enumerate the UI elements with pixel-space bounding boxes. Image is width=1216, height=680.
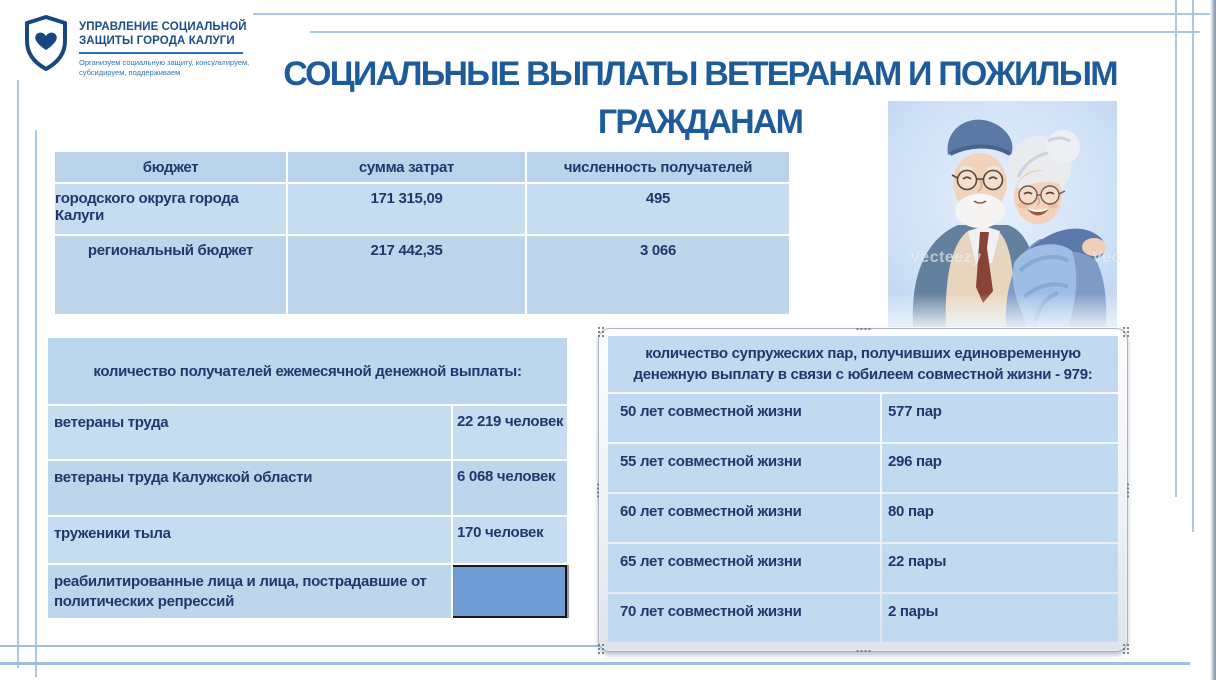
bottom-frame-line-1 <box>0 645 600 647</box>
org-name-line1: УПРАВЛЕНИЕ СОЦИАЛЬНОЙ <box>79 21 247 33</box>
slide-title: СОЦИАЛЬНЫЕ ВЫПЛАТЫ ВЕТЕРАНАМ И ПОЖИЛЫМ Г… <box>283 55 1118 141</box>
anniversary-row-value: 2 пары <box>882 594 1118 642</box>
selection-handle-bottom-right[interactable] <box>1122 643 1129 654</box>
left-frame-line-2 <box>35 130 37 677</box>
monthly-row-label: реабилитированные лица и лица, пострадав… <box>48 565 451 618</box>
slide-right-edge <box>1210 0 1216 680</box>
anniversary-row-value: 296 пар <box>882 444 1118 492</box>
watermark: Vecteezy <box>910 249 982 266</box>
anniversary-row-label: 65 лет совместной жизни <box>608 544 880 592</box>
selection-handle-bottom-left[interactable] <box>597 643 604 654</box>
shield-heart-icon <box>23 14 69 78</box>
anniversary-row-label: 70 лет совместной жизни <box>608 594 880 642</box>
monthly-payments-table[interactable]: количество получателей ежемесячной денеж… <box>48 338 567 618</box>
budget-table-cell: 217 442,35 <box>288 236 525 314</box>
monthly-row-label: ветераны труда <box>48 406 451 459</box>
monthly-row-value: 22 219 человек <box>453 406 567 459</box>
anniversary-row-value: 80 пар <box>882 494 1118 542</box>
anniversary-row-label: 50 лет совместной жизни <box>608 394 880 442</box>
elderly-couple-illustration[interactable]: Vecteezy Vec <box>888 101 1120 327</box>
budget-table-header-budget: бюджет <box>55 152 286 182</box>
monthly-row-value: 6 068 человек <box>453 461 567 515</box>
budget-table-cell: городского округа города Калуги <box>55 184 286 234</box>
anniversary-row-value: 577 пар <box>882 394 1118 442</box>
bottom-frame-line-2 <box>0 662 1190 665</box>
org-name-line2: ЗАЩИТЫ ГОРОДА КАЛУГИ <box>79 34 235 47</box>
anniversary-table-title: количество супружеских пар, получивших е… <box>608 336 1118 392</box>
anniversary-row-value: 22 пары <box>882 544 1118 592</box>
selection-handle-top-right[interactable] <box>1122 326 1129 337</box>
left-frame-line-1 <box>17 80 19 668</box>
org-logo: УПРАВЛЕНИЕ СОЦИАЛЬНОЙ ЗАЩИТЫ ГОРОДА КАЛУ… <box>23 14 251 78</box>
selection-handle-right[interactable] <box>1126 482 1130 498</box>
right-frame-line-2 <box>1192 0 1194 532</box>
budget-table-header-amount: сумма затрат <box>288 152 525 182</box>
monthly-row-value: 170 человек <box>453 517 567 563</box>
selection-handle-bottom[interactable] <box>855 649 871 653</box>
budget-table-cell: 3 066 <box>527 236 789 314</box>
monthly-row-label: труженики тыла <box>48 517 451 563</box>
anniversary-table-object[interactable]: количество супружеских пар, получивших е… <box>596 326 1130 654</box>
budget-table-cell: 495 <box>527 184 789 234</box>
anniversary-row-label: 60 лет совместной жизни <box>608 494 880 542</box>
monthly-table-title: количество получателей ежемесячной денеж… <box>48 338 567 404</box>
monthly-row-label: ветераны труда Калужской области <box>48 461 451 515</box>
top-frame-line-2 <box>310 31 1200 33</box>
budget-table-cell: 171 315,09 <box>288 184 525 234</box>
budget-table-header-recipients: численность получателей <box>527 152 789 182</box>
logo-divider <box>79 52 243 55</box>
anniversary-table[interactable]: количество супружеских пар, получивших е… <box>608 336 1118 642</box>
budget-table[interactable]: бюджет сумма затрат численность получате… <box>55 152 789 314</box>
watermark-partial: Vec <box>1091 249 1121 266</box>
org-tagline: Организуем социальную защиту, консультир… <box>79 58 250 77</box>
selection-handle-top[interactable] <box>855 327 871 331</box>
selection-handle-top-left[interactable] <box>597 326 604 337</box>
selected-cell[interactable] <box>453 565 567 618</box>
top-frame-line-1 <box>253 13 1210 15</box>
anniversary-row-label: 55 лет совместной жизни <box>608 444 880 492</box>
budget-table-cell: региональный бюджет <box>55 236 286 314</box>
selection-handle-left[interactable] <box>596 482 600 498</box>
right-frame-line-1 <box>1175 0 1177 497</box>
